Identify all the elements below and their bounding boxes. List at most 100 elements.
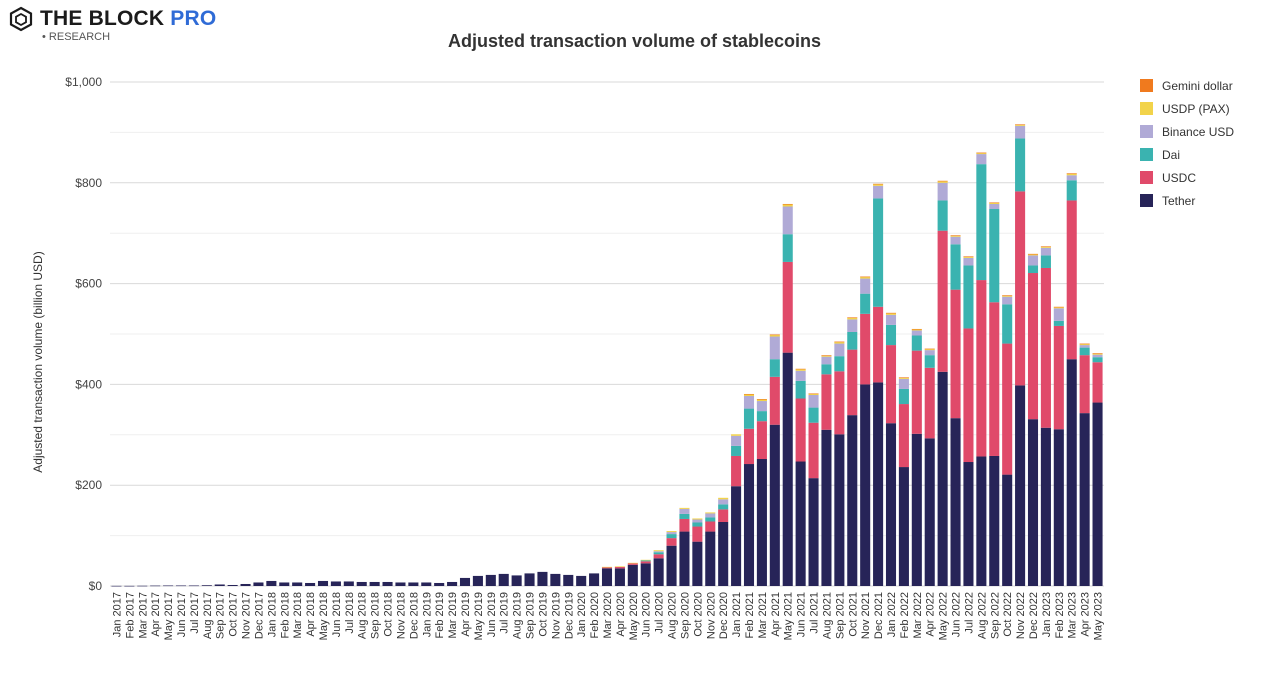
bar-segment-binance-usd	[834, 343, 845, 357]
bar-segment-binance-usd	[1066, 175, 1077, 181]
x-tick-label: Sep 2019	[525, 592, 537, 639]
x-tick-label: Apr 2018	[305, 592, 317, 637]
bar-segment-usdc	[821, 374, 832, 430]
bar-segment-usdc	[769, 376, 780, 425]
x-tick-label: Aug 2017	[202, 592, 214, 639]
x-tick-label: Mar 2022	[912, 592, 924, 638]
bar-segment-tether	[240, 583, 251, 586]
legend-item[interactable]: Gemini dollar	[1140, 74, 1234, 97]
bar-segment-tether	[395, 582, 406, 586]
bar-segment-tether	[292, 582, 303, 586]
logo: THE BLOCK PRO • RESEARCH	[8, 6, 216, 43]
bar-segment-tether	[472, 575, 483, 586]
bar-segment-gemini-dollar	[963, 256, 974, 257]
bar-segment-usdp-pax	[627, 562, 638, 564]
bar-segment-gemini-dollar	[1015, 124, 1026, 125]
bar-segment-usdp-pax	[756, 399, 767, 402]
x-tick-label: Mar 2021	[757, 592, 769, 638]
bar-segment-dai	[743, 408, 755, 429]
x-tick-label: Nov 2020	[705, 592, 717, 639]
bar-segment-tether	[614, 568, 625, 586]
bar-segment-dai	[911, 335, 922, 351]
bar-segment-usdp-pax	[834, 342, 845, 344]
legend-label: USDC	[1162, 170, 1197, 185]
bar-segment-dai	[795, 380, 806, 399]
x-tick-label: Jan 2021	[731, 592, 743, 637]
x-tick-label: May 2019	[473, 592, 485, 640]
bar-segment-usdc	[989, 302, 1000, 456]
y-tick-label: $200	[75, 478, 102, 492]
x-tick-label: Dec 2021	[873, 592, 885, 639]
bar-segment-binance-usd	[769, 336, 780, 360]
x-tick-label: Nov 2018	[395, 592, 407, 639]
bars	[111, 124, 1103, 587]
bar-segment-tether	[860, 384, 871, 586]
legend-item[interactable]: USDC	[1140, 166, 1234, 189]
bar-segment-binance-usd	[705, 513, 716, 518]
bar-segment-binance-usd	[989, 203, 1000, 210]
bar-segment-binance-usd	[692, 519, 703, 523]
bar-segment-tether	[421, 582, 432, 586]
x-tick-label: Dec 2022	[1028, 592, 1040, 639]
x-tick-label: Oct 2021	[847, 592, 859, 637]
bar-segment-usdc	[705, 521, 716, 532]
bar-segment-binance-usd	[924, 350, 935, 356]
bar-segment-dai	[847, 331, 858, 350]
bar-segment-tether	[111, 585, 122, 587]
bar-segment-binance-usd	[756, 401, 767, 412]
bar-segment-usdp-pax	[731, 434, 742, 436]
x-tick-label: Jun 2019	[486, 592, 498, 637]
bar-segment-usdp-pax	[911, 329, 922, 331]
x-tick-label: Jul 2017	[189, 592, 201, 634]
bar-segment-tether	[1053, 429, 1064, 586]
bar-segment-gemini-dollar	[1002, 295, 1013, 296]
y-tick-label: $600	[75, 277, 102, 291]
legend-item[interactable]: USDP (PAX)	[1140, 97, 1234, 120]
bar-segment-tether	[821, 429, 832, 586]
legend-swatch	[1140, 171, 1153, 184]
cube-logo-icon	[9, 6, 33, 32]
bar-segment-usdc	[950, 289, 961, 419]
bar-segment-dai	[782, 234, 793, 262]
bar-segment-usdc	[898, 404, 909, 468]
legend-item[interactable]: Tether	[1140, 189, 1234, 212]
bar-segment-binance-usd	[1027, 255, 1039, 266]
legend-item[interactable]: Binance USD	[1140, 120, 1234, 143]
bar-segment-dai	[666, 534, 677, 539]
bar-segment-usdc	[718, 509, 729, 522]
bar-segment-dai	[834, 356, 845, 372]
bar-segment-usdp-pax	[640, 559, 651, 561]
x-tick-label: Aug 2020	[667, 592, 679, 639]
bar-segment-tether	[834, 434, 845, 586]
x-tick-label: Feb 2020	[589, 592, 601, 638]
bar-segment-tether	[279, 582, 290, 586]
bar-segment-usdp-pax	[885, 313, 897, 315]
bar-segment-gemini-dollar	[743, 393, 755, 395]
bar-segment-usdc	[834, 371, 845, 435]
x-axis-ticks: Jan 2017 Feb 2017 Mar 2017 Apr 2017 May 2017…	[111, 592, 1104, 640]
bar-segment-gemini-dollar	[1066, 173, 1077, 174]
x-tick-label: Oct 2020	[692, 592, 704, 637]
bar-segment-usdc	[679, 518, 690, 532]
logo-subtitle: • RESEARCH	[42, 31, 111, 43]
x-tick-label: Apr 2021	[770, 592, 782, 637]
x-tick-label: Aug 2021	[821, 592, 833, 639]
x-tick-label: Dec 2019	[563, 592, 575, 639]
bar-segment-tether	[1079, 413, 1090, 586]
bar-segment-tether	[873, 382, 884, 586]
bar-segment-binance-usd	[666, 532, 677, 535]
bar-segment-tether	[550, 573, 561, 586]
bar-segment-usdc	[1066, 200, 1077, 360]
x-tick-label: May 2022	[938, 592, 950, 640]
legend-item[interactable]: Dai	[1140, 143, 1234, 166]
bar-segment-usdp-pax	[847, 317, 858, 320]
bar-segment-binance-usd	[1002, 296, 1013, 305]
bar-segment-tether	[563, 574, 574, 586]
bar-segment-tether	[937, 371, 948, 586]
bar-segment-binance-usd	[731, 435, 742, 446]
bar-segment-binance-usd	[808, 394, 819, 408]
bar-segment-binance-usd	[1079, 345, 1090, 348]
x-tick-label: Jun 2022	[951, 592, 963, 637]
bar-segment-tether	[227, 584, 238, 586]
bar-segment-gemini-dollar	[937, 180, 948, 182]
